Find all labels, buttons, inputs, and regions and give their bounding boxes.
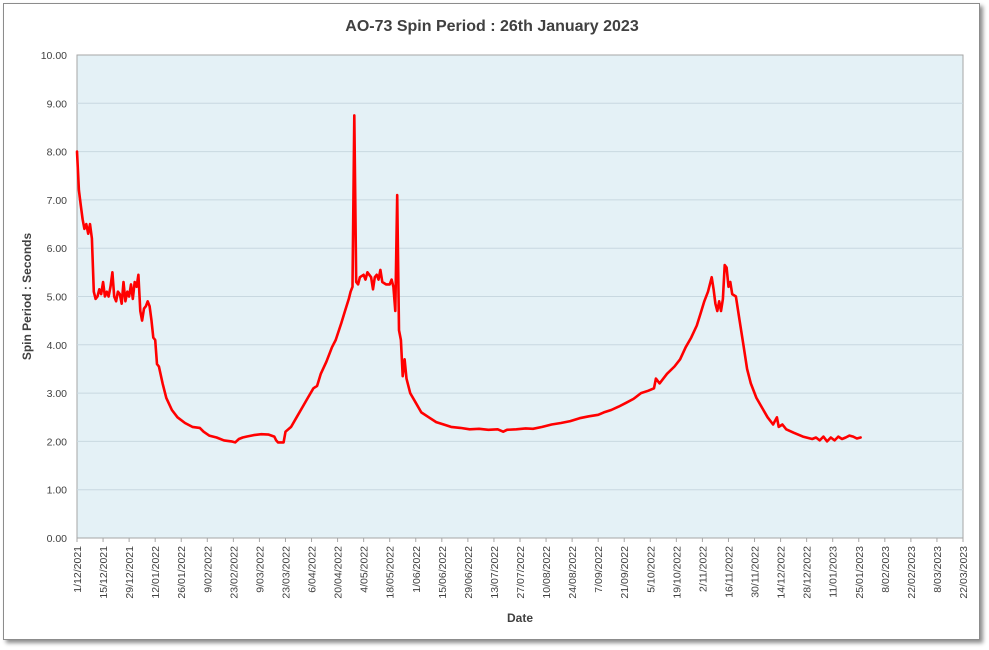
x-tick-label: 25/01/2023 bbox=[854, 546, 866, 599]
x-tick-label: 9/03/2022 bbox=[254, 546, 266, 593]
y-tick-label: 9.00 bbox=[47, 98, 68, 110]
x-tick-label: 26/01/2022 bbox=[176, 546, 188, 599]
x-axis-label: Date bbox=[507, 611, 533, 625]
x-tick-label: 16/11/2022 bbox=[723, 546, 735, 598]
x-tick-label: 7/09/2022 bbox=[593, 546, 605, 593]
x-tick-label: 13/07/2022 bbox=[489, 546, 501, 599]
x-tick-label: 8/02/2023 bbox=[880, 546, 892, 593]
x-tick-label: 28/12/2022 bbox=[802, 546, 814, 599]
x-tick-label: 23/02/2022 bbox=[228, 546, 240, 599]
x-tick-label: 19/10/2022 bbox=[671, 546, 683, 599]
chart-title: AO-73 Spin Period : 26th January 2023 bbox=[345, 18, 639, 35]
x-tick-label: 29/06/2022 bbox=[463, 546, 475, 599]
x-tick-label: 1/12/2021 bbox=[72, 546, 84, 593]
x-tick-label: 30/11/2022 bbox=[750, 546, 762, 598]
x-tick-label: 29/12/2021 bbox=[124, 546, 136, 599]
x-tick-label: 4/05/2022 bbox=[359, 546, 371, 593]
y-tick-labels: 0.00 1.00 2.00 3.00 4.00 5.00 6.00 7.00 8.00 9.00… bbox=[41, 50, 67, 545]
x-tick-label: 1/06/2022 bbox=[411, 546, 423, 593]
y-tick-label: 2.00 bbox=[47, 436, 68, 448]
y-axis-label: Spin Period : Seconds bbox=[20, 233, 34, 361]
x-tick-label: 15/12/2021 bbox=[98, 546, 110, 599]
y-tick-label: 6.00 bbox=[47, 243, 68, 255]
y-tick-label: 4.00 bbox=[47, 340, 68, 352]
x-tick-label: 5/10/2022 bbox=[645, 546, 657, 593]
y-tick-label: 0.00 bbox=[47, 533, 68, 545]
x-tick-label: 9/02/2022 bbox=[202, 546, 214, 593]
x-tick-label: 6/04/2022 bbox=[307, 546, 319, 593]
x-tick-label: 8/03/2023 bbox=[932, 546, 944, 593]
series-line bbox=[75, 114, 862, 444]
y-tick-label: 7.00 bbox=[47, 195, 68, 207]
x-tick-label: 10/08/2022 bbox=[541, 546, 553, 599]
x-tick-label: 18/05/2022 bbox=[385, 546, 397, 599]
x-tick-label: 22/03/2023 bbox=[958, 546, 970, 599]
y-tick-label: 8.00 bbox=[47, 147, 68, 159]
x-tick-label: 22/02/2023 bbox=[906, 546, 918, 599]
x-tick-label: 27/07/2022 bbox=[515, 546, 527, 599]
x-tick-label: 21/09/2022 bbox=[619, 546, 631, 599]
x-tick-label: 20/04/2022 bbox=[333, 546, 345, 599]
x-tick-label: 23/03/2022 bbox=[280, 546, 292, 599]
y-tick-label: 5.00 bbox=[47, 292, 68, 304]
x-tick-label: 24/08/2022 bbox=[567, 546, 579, 599]
x-tick-label: 14/12/2022 bbox=[776, 546, 788, 599]
x-tick-label: 11/01/2023 bbox=[828, 546, 840, 598]
x-tick-label: 2/11/2022 bbox=[697, 546, 709, 592]
y-tick-label: 1.00 bbox=[47, 485, 68, 497]
y-tick-label: 3.00 bbox=[47, 388, 68, 400]
x-tick-labels: 1/12/2021 15/12/2021 29/12/2021 12/01/2022 2… bbox=[72, 538, 970, 599]
x-tick-label: 12/01/2022 bbox=[150, 546, 162, 599]
x-tick-label: 15/06/2022 bbox=[437, 546, 449, 599]
y-tick-label: 10.00 bbox=[41, 50, 67, 62]
